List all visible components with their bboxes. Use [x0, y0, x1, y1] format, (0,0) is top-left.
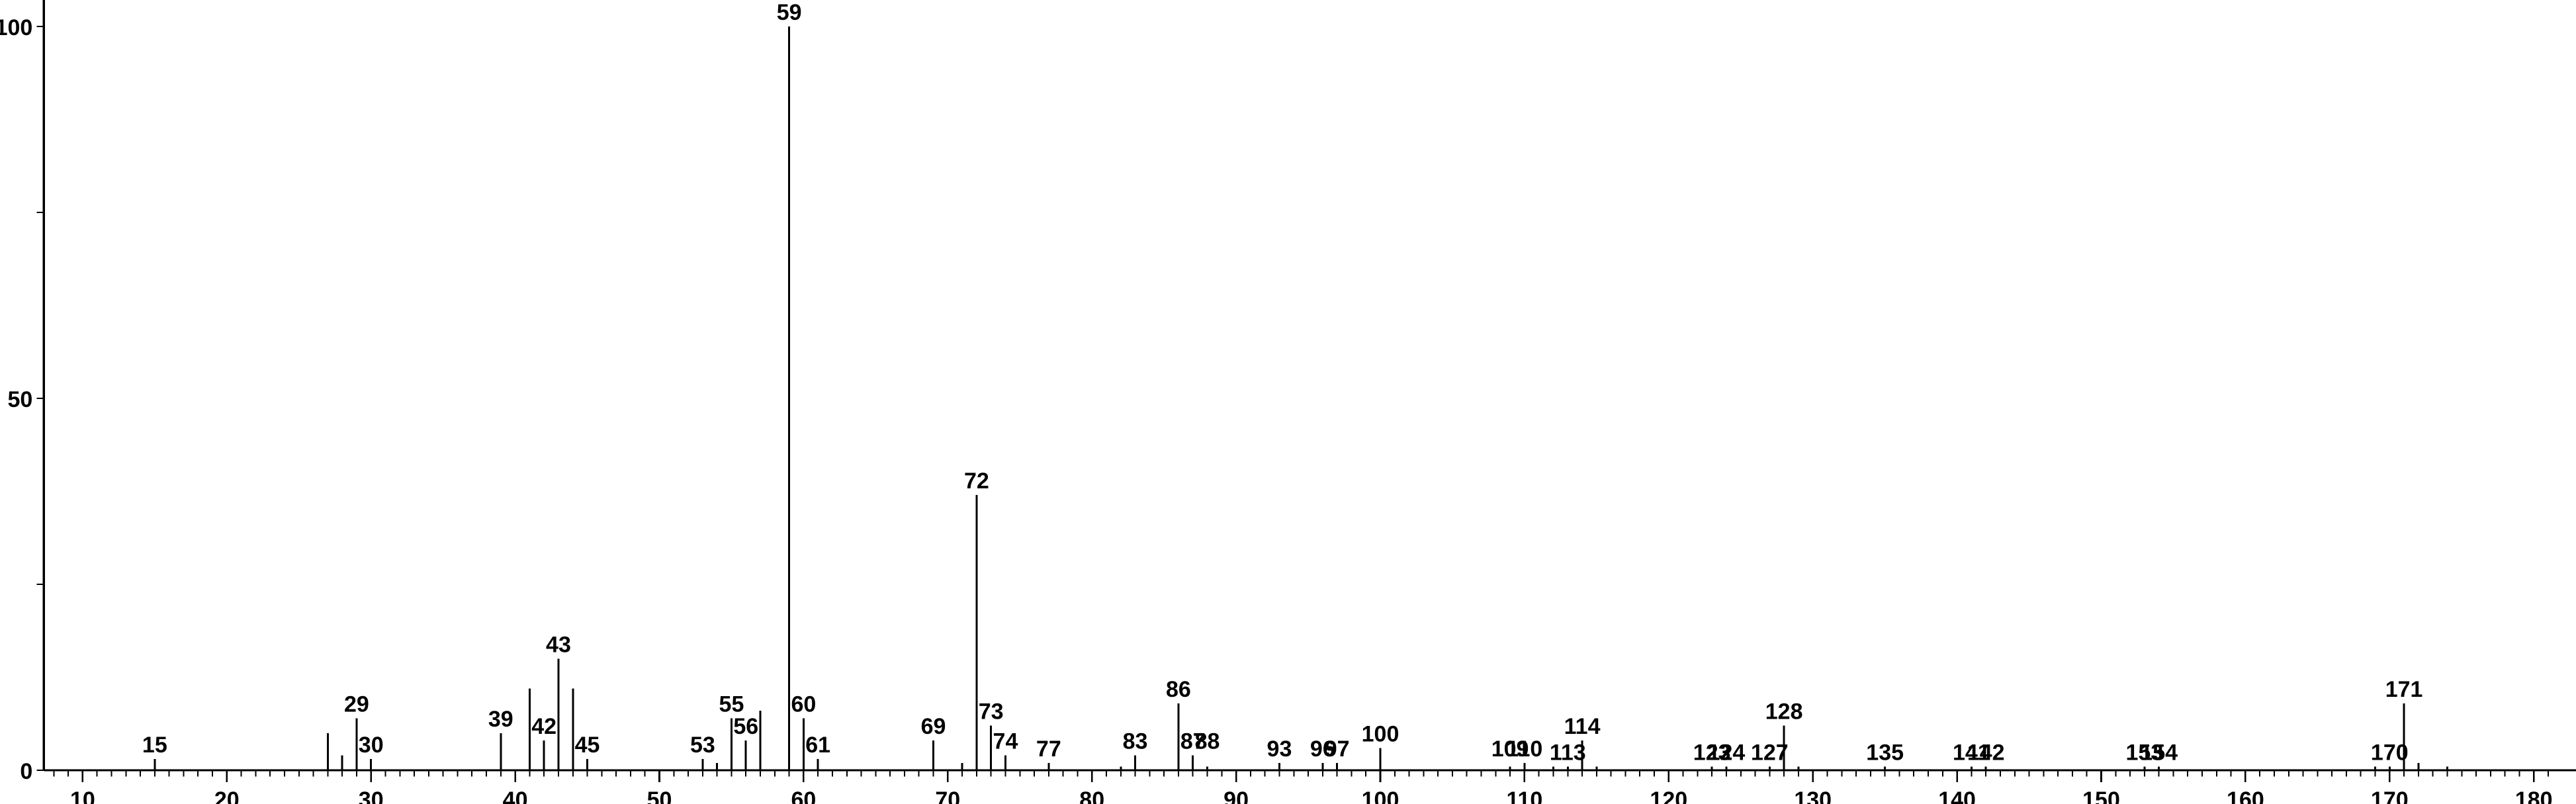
- svg-text:50: 50: [647, 787, 672, 804]
- svg-text:80: 80: [1079, 787, 1104, 804]
- svg-text:110: 110: [1506, 737, 1542, 762]
- svg-text:40: 40: [503, 787, 528, 804]
- svg-text:97: 97: [1325, 737, 1350, 762]
- svg-text:30: 30: [359, 733, 384, 758]
- svg-text:74: 74: [993, 729, 1018, 754]
- svg-text:45: 45: [575, 733, 600, 758]
- svg-text:86: 86: [1166, 677, 1191, 702]
- svg-text:128: 128: [1765, 699, 1803, 725]
- svg-text:59: 59: [777, 0, 802, 25]
- svg-text:39: 39: [488, 707, 513, 732]
- svg-text:55: 55: [719, 692, 744, 717]
- svg-text:160: 160: [2227, 787, 2264, 804]
- svg-text:90: 90: [1223, 787, 1249, 804]
- svg-text:135: 135: [1866, 740, 1904, 765]
- svg-text:61: 61: [805, 733, 830, 758]
- svg-text:130: 130: [1794, 787, 1832, 804]
- svg-text:127: 127: [1751, 740, 1789, 765]
- svg-text:56: 56: [733, 714, 758, 739]
- svg-text:154: 154: [2140, 740, 2178, 765]
- svg-text:30: 30: [359, 787, 384, 804]
- svg-text:124: 124: [1708, 740, 1746, 765]
- svg-text:60: 60: [791, 787, 816, 804]
- svg-text:69: 69: [921, 714, 946, 739]
- svg-text:42: 42: [531, 714, 556, 739]
- svg-text:100: 100: [0, 15, 32, 40]
- svg-text:170: 170: [2371, 787, 2409, 804]
- svg-text:15: 15: [142, 733, 167, 758]
- svg-text:171: 171: [2385, 677, 2423, 702]
- svg-text:120: 120: [1650, 787, 1687, 804]
- svg-text:43: 43: [546, 632, 571, 657]
- svg-text:150: 150: [2082, 787, 2120, 804]
- svg-text:20: 20: [214, 787, 240, 804]
- svg-text:10: 10: [70, 787, 95, 804]
- svg-text:73: 73: [979, 699, 1004, 725]
- svg-text:53: 53: [690, 733, 715, 758]
- svg-text:113: 113: [1550, 740, 1586, 765]
- svg-text:70: 70: [935, 787, 960, 804]
- svg-text:114: 114: [1564, 714, 1601, 739]
- svg-text:0: 0: [20, 759, 32, 784]
- svg-text:93: 93: [1267, 737, 1292, 762]
- svg-text:100: 100: [1362, 721, 1399, 746]
- svg-text:83: 83: [1123, 729, 1148, 754]
- svg-text:60: 60: [791, 692, 816, 717]
- svg-text:88: 88: [1195, 729, 1220, 754]
- svg-text:77: 77: [1036, 737, 1061, 762]
- svg-text:180: 180: [2515, 787, 2553, 804]
- svg-text:140: 140: [1938, 787, 1976, 804]
- svg-text:110: 110: [1506, 787, 1542, 804]
- svg-text:100: 100: [1362, 787, 1399, 804]
- svg-text:72: 72: [964, 469, 989, 494]
- svg-text:29: 29: [344, 692, 369, 717]
- svg-text:50: 50: [7, 387, 32, 412]
- svg-text:142: 142: [1967, 740, 2005, 765]
- svg-text:170: 170: [2371, 740, 2409, 765]
